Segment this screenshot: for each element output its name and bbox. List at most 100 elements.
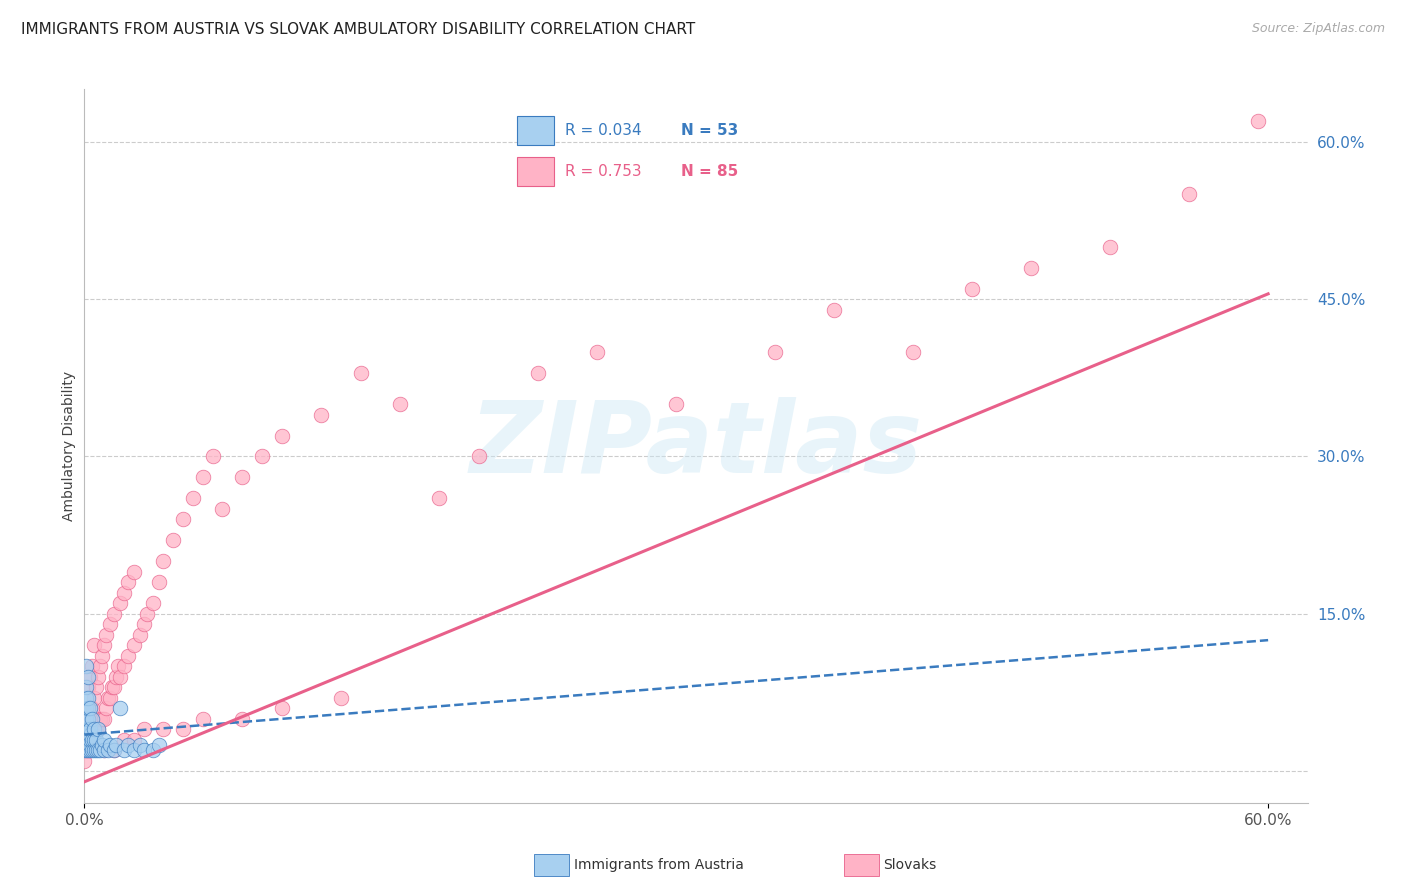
- Point: [75, 743, 97, 757]
- Point: [162, 533, 184, 548]
- Point: [191, 470, 214, 484]
- Point: [117, 738, 139, 752]
- Point: [181, 491, 204, 506]
- Point: [122, 639, 145, 653]
- Point: [77, 732, 100, 747]
- Point: [77, 701, 100, 715]
- Point: [75, 659, 97, 673]
- Point: [960, 282, 983, 296]
- Text: R = 0.034: R = 0.034: [565, 123, 641, 137]
- Point: [79, 738, 101, 752]
- Point: [122, 565, 145, 579]
- Point: [87, 743, 110, 757]
- Point: [93, 732, 115, 747]
- Point: [152, 723, 174, 737]
- Point: [132, 617, 155, 632]
- Point: [1021, 260, 1043, 275]
- Point: [77, 743, 100, 757]
- Point: [77, 681, 100, 695]
- Point: [763, 344, 786, 359]
- Point: [429, 491, 451, 506]
- Point: [91, 738, 114, 752]
- Point: [98, 738, 121, 752]
- Text: Slovaks: Slovaks: [883, 858, 936, 872]
- Point: [82, 659, 104, 673]
- Text: ZIPatlas: ZIPatlas: [470, 398, 922, 494]
- Point: [73, 732, 96, 747]
- Point: [250, 450, 273, 464]
- Point: [108, 701, 131, 715]
- Point: [1247, 113, 1270, 128]
- Point: [231, 470, 253, 484]
- Point: [231, 712, 253, 726]
- Point: [87, 723, 110, 737]
- Point: [211, 502, 233, 516]
- Point: [83, 732, 105, 747]
- Point: [79, 728, 101, 742]
- Point: [83, 639, 105, 653]
- Point: [89, 743, 111, 757]
- Point: [84, 681, 107, 695]
- Point: [309, 408, 332, 422]
- Point: [586, 344, 609, 359]
- Point: [93, 712, 115, 726]
- Point: [117, 648, 139, 663]
- Point: [84, 743, 107, 757]
- Point: [75, 712, 97, 726]
- Point: [79, 670, 101, 684]
- Point: [132, 723, 155, 737]
- Point: [152, 554, 174, 568]
- Point: [93, 639, 115, 653]
- Point: [93, 743, 115, 757]
- Point: [97, 743, 120, 757]
- Point: [75, 690, 97, 705]
- Point: [142, 596, 165, 610]
- Point: [136, 607, 159, 621]
- Point: [79, 701, 101, 715]
- Point: [329, 690, 352, 705]
- Point: [84, 723, 107, 737]
- Point: [87, 670, 110, 684]
- Point: [148, 575, 170, 590]
- Point: [132, 743, 155, 757]
- Point: [91, 712, 114, 726]
- Point: [75, 681, 97, 695]
- Point: [91, 648, 114, 663]
- Text: Source: ZipAtlas.com: Source: ZipAtlas.com: [1251, 22, 1385, 36]
- Point: [84, 732, 107, 747]
- Point: [94, 628, 117, 642]
- Point: [75, 738, 97, 752]
- Point: [108, 596, 131, 610]
- Point: [103, 743, 125, 757]
- Point: [349, 366, 371, 380]
- Point: [104, 670, 127, 684]
- Point: [97, 690, 120, 705]
- Text: IMMIGRANTS FROM AUSTRIA VS SLOVAK AMBULATORY DISABILITY CORRELATION CHART: IMMIGRANTS FROM AUSTRIA VS SLOVAK AMBULA…: [21, 22, 696, 37]
- Point: [77, 712, 100, 726]
- Point: [83, 690, 105, 705]
- Point: [142, 743, 165, 757]
- Y-axis label: Ambulatory Disability: Ambulatory Disability: [62, 371, 76, 521]
- Point: [468, 450, 491, 464]
- Point: [79, 723, 101, 737]
- Point: [98, 690, 121, 705]
- Point: [148, 738, 170, 752]
- Point: [112, 743, 135, 757]
- Point: [122, 732, 145, 747]
- Point: [104, 738, 127, 752]
- Point: [103, 681, 125, 695]
- Point: [93, 743, 115, 757]
- Point: [75, 728, 97, 742]
- Point: [98, 617, 121, 632]
- Point: [101, 681, 124, 695]
- Point: [83, 743, 105, 757]
- Point: [77, 728, 100, 742]
- Point: [1178, 187, 1201, 202]
- Text: R = 0.753: R = 0.753: [565, 164, 641, 178]
- Point: [122, 743, 145, 757]
- Point: [75, 743, 97, 757]
- Point: [389, 397, 412, 411]
- Point: [270, 701, 292, 715]
- Point: [112, 732, 135, 747]
- Point: [172, 723, 194, 737]
